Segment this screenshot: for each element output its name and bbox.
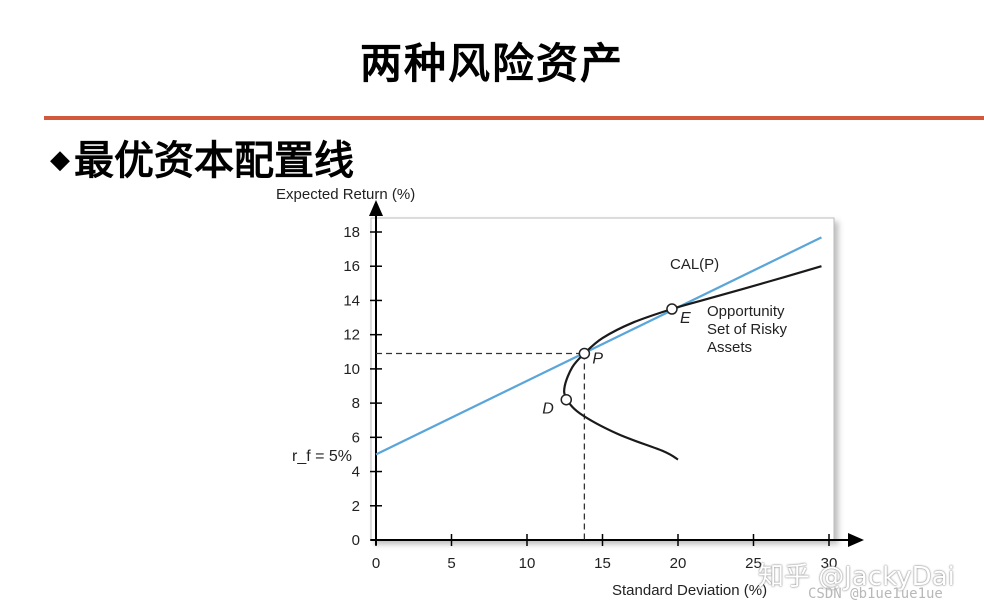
slide-title: 两种风险资产 (359, 39, 624, 88)
y-tick-label: 14 (343, 292, 360, 309)
point-p (578, 347, 591, 360)
x-tick-label: 0 (372, 555, 380, 572)
y-tick-label: 0 (352, 532, 360, 549)
watermark-zhihu: 知乎 @JackyDai (758, 562, 955, 592)
y-axis-arrow (369, 200, 383, 216)
x-tick-label: 5 (447, 555, 455, 572)
y-axis-label: Expected Return (%) (276, 186, 415, 203)
cal-label: CAL(P) (670, 256, 719, 273)
x-tick-label: 10 (519, 555, 536, 572)
y-tick-label: 8 (352, 395, 360, 412)
y-tick-label: 18 (343, 224, 360, 241)
cal-line (375, 236, 822, 456)
rf-label: r_f = 5% (292, 448, 352, 465)
point-e (666, 303, 678, 315)
x-tick-label: 15 (594, 555, 611, 572)
bullet-text: 最优资本配置线 (74, 137, 354, 184)
x-tick-label: 20 (670, 555, 687, 572)
point-d (560, 393, 573, 406)
y-tick-label: 6 (352, 429, 360, 446)
y-tick-label: 10 (343, 361, 360, 378)
opportunity-set-label-3: Assets (707, 339, 752, 356)
diamond-bullet-icon: ◆ (50, 145, 70, 175)
x-axis-label: Standard Deviation (%) (612, 582, 767, 599)
x-axis-arrow (848, 533, 864, 547)
x-tick-label: 25 (745, 555, 762, 572)
plot-area (370, 217, 835, 541)
point-label-p: P (592, 350, 603, 367)
y-tick-label: 12 (343, 327, 360, 344)
y-tick-label: 2 (352, 498, 360, 515)
y-tick-label: 16 (343, 258, 360, 275)
opportunity-set-label-1: Opportunity (707, 303, 785, 320)
title-divider (44, 116, 984, 120)
opportunity-set-curve (563, 265, 822, 461)
x-tick-label: 30 (821, 555, 838, 572)
point-label-d: D (542, 401, 554, 418)
opportunity-set-label-2: Set of Risky (707, 321, 788, 338)
watermark-csdn: CSDN @b1ue1ue1ue (808, 586, 943, 602)
y-tick-label: 4 (352, 464, 360, 481)
point-label-e: E (680, 310, 691, 327)
bullet-heading: ◆ 最优资本配置线 (50, 128, 354, 186)
